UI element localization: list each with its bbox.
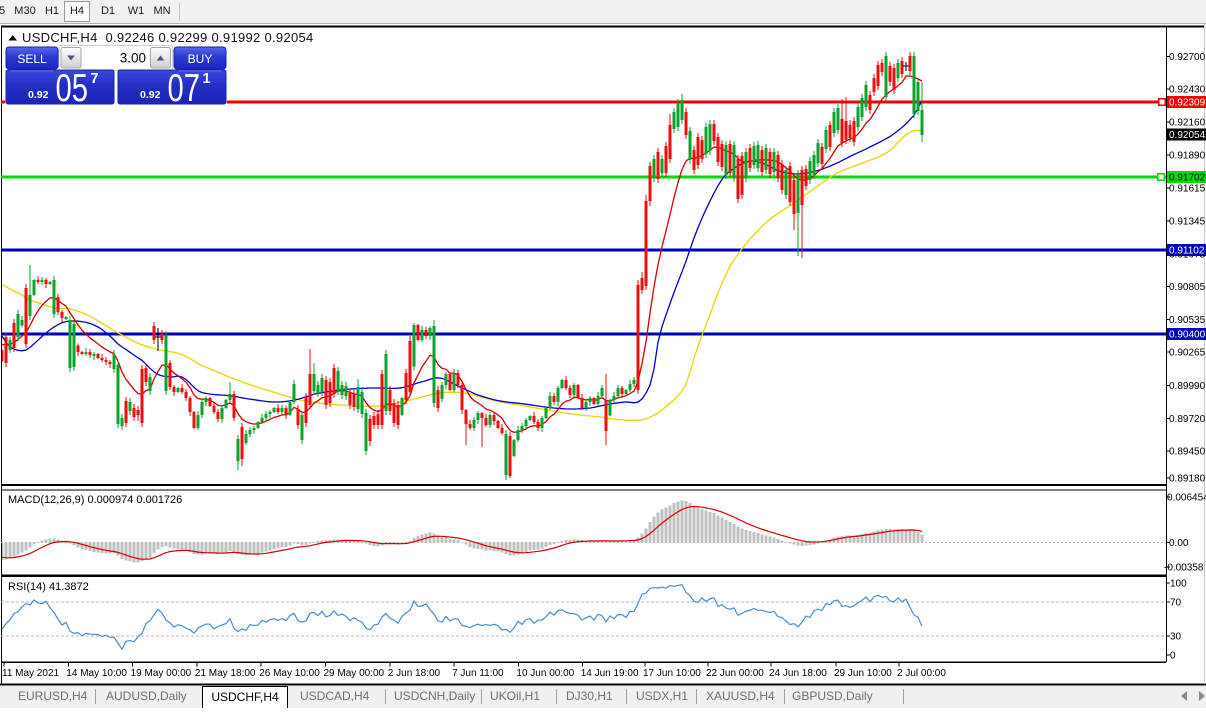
svg-text:0.91615: 0.91615 (1169, 184, 1206, 195)
svg-text:14 May 10:00: 14 May 10:00 (66, 668, 127, 679)
svg-text:24 Jun 18:00: 24 Jun 18:00 (769, 668, 827, 679)
svg-text:10 Jun 00:00: 10 Jun 00:00 (516, 668, 574, 679)
svg-text:0.90805: 0.90805 (1169, 282, 1206, 293)
svg-text:0.92700: 0.92700 (1169, 52, 1206, 63)
svg-text:07: 07 (168, 67, 201, 110)
svg-text:29 Jun 10:00: 29 Jun 10:00 (834, 668, 892, 679)
svg-text:0.91345: 0.91345 (1169, 217, 1206, 228)
svg-text:14 Jun 19:00: 14 Jun 19:00 (581, 668, 639, 679)
svg-text:USDCHF,H4 0.92246 0.92299 0.9: USDCHF,H4 0.92246 0.92299 0.91992 0.9205… (22, 30, 314, 45)
svg-text:0.92160: 0.92160 (1169, 118, 1206, 129)
svg-text:11 May 2021: 11 May 2021 (2, 668, 60, 679)
svg-text:30: 30 (1170, 632, 1182, 643)
svg-text:0.92430: 0.92430 (1169, 85, 1206, 96)
svg-text:7: 7 (91, 71, 99, 87)
svg-text:22 Jun 00:00: 22 Jun 00:00 (706, 668, 764, 679)
svg-text:05: 05 (56, 67, 89, 110)
svg-text:SELL: SELL (17, 52, 47, 66)
svg-text:17 Jun 10:00: 17 Jun 10:00 (643, 668, 701, 679)
svg-text:MACD(12,26,9) 0.000974 0.00172: MACD(12,26,9) 0.000974 0.001726 (8, 494, 182, 506)
svg-text:100: 100 (1170, 579, 1187, 590)
svg-text:29 May 00:00: 29 May 00:00 (324, 668, 385, 679)
svg-text:0.89990: 0.89990 (1169, 381, 1206, 392)
svg-text:0.89450: 0.89450 (1169, 447, 1206, 458)
svg-text:2 Jul 00:00: 2 Jul 00:00 (897, 668, 946, 679)
svg-text:7 Jun 11:00: 7 Jun 11:00 (452, 668, 504, 679)
svg-text:21 May 18:00: 21 May 18:00 (195, 668, 256, 679)
svg-text:0.92: 0.92 (140, 89, 161, 101)
svg-text:70: 70 (1170, 598, 1182, 609)
svg-text:0.92: 0.92 (28, 89, 49, 101)
svg-text:19 May 00:00: 19 May 00:00 (131, 668, 192, 679)
svg-text:0.90535: 0.90535 (1169, 315, 1206, 326)
svg-text:0.00: 0.00 (1169, 538, 1189, 549)
svg-text:0.91102: 0.91102 (1169, 246, 1205, 257)
svg-text:0.92309: 0.92309 (1169, 98, 1206, 109)
svg-text:0.91890: 0.91890 (1169, 150, 1206, 161)
svg-text:0.006454: 0.006454 (1167, 493, 1206, 504)
svg-text:0.90265: 0.90265 (1169, 348, 1206, 359)
svg-text:1: 1 (203, 71, 211, 87)
svg-text:0: 0 (1170, 651, 1176, 662)
svg-text:0.89180: 0.89180 (1169, 474, 1206, 485)
svg-text:0.91702: 0.91702 (1169, 173, 1206, 184)
svg-text:0.92054: 0.92054 (1169, 130, 1206, 141)
svg-text:2 Jun 18:00: 2 Jun 18:00 (388, 668, 441, 679)
svg-text:RSI(14) 41.3872: RSI(14) 41.3872 (8, 581, 89, 593)
svg-text:-0.00358: -0.00358 (1164, 563, 1204, 574)
svg-text:BUY: BUY (188, 52, 213, 66)
svg-text:0.90400: 0.90400 (1169, 330, 1206, 341)
svg-text:26 May 10:00: 26 May 10:00 (259, 668, 320, 679)
svg-text:3.00: 3.00 (120, 51, 146, 66)
svg-text:0.89720: 0.89720 (1169, 414, 1206, 425)
